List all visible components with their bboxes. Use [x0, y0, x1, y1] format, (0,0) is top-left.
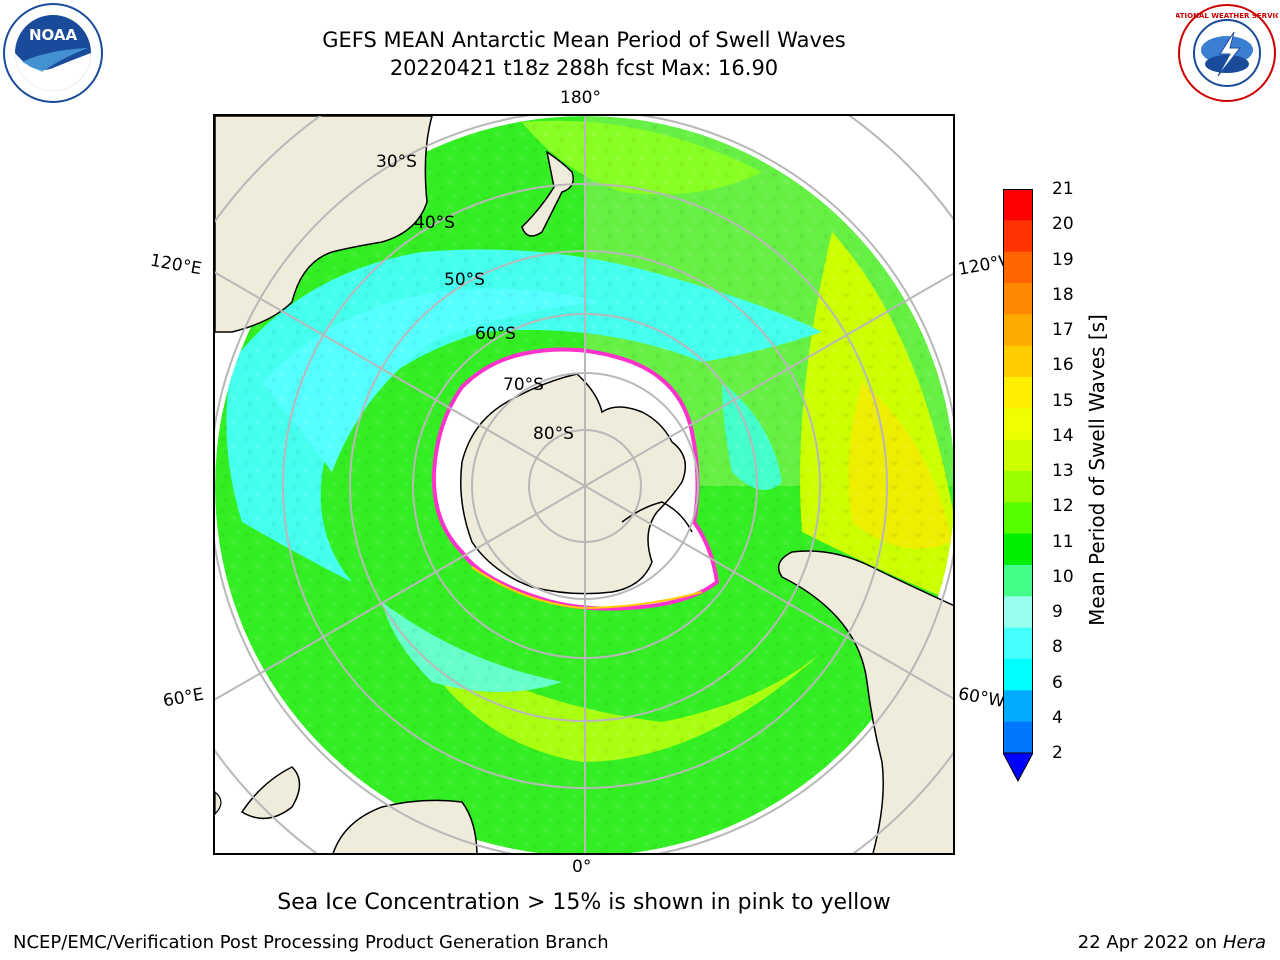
madagascar-landmass: [240, 766, 301, 820]
lon-label-180: 180°: [560, 88, 601, 108]
colorbar-segment: [1003, 345, 1033, 378]
colorbar-segment: [1003, 377, 1033, 409]
colorbar-tick-label: 18: [1052, 284, 1074, 305]
colorbar-segment: [1003, 565, 1033, 597]
antarctica-landmass: [460, 373, 687, 595]
colorbar-segment: [1003, 471, 1033, 503]
lon-label-60w: 60°W: [956, 684, 1007, 712]
colorbar-tick-label: 21: [1052, 179, 1074, 199]
noaa-logo: NOAA: [3, 3, 103, 103]
colorbar-tick-label: 10: [1052, 566, 1074, 587]
colorbar-tick-label: 11: [1052, 531, 1074, 552]
colorbar-tick-label: 14: [1052, 425, 1074, 446]
colorbar-tick-label: 19: [1052, 249, 1074, 270]
colorbar-segment: [1003, 596, 1033, 629]
lat-label-40s: 40°S: [414, 213, 455, 233]
footer-credit: NCEP/EMC/Verification Post Processing Pr…: [13, 932, 609, 953]
map-panel: [213, 114, 955, 855]
colorbar-tick-label: 17: [1052, 320, 1074, 340]
colorbar-segment: [1003, 189, 1033, 221]
colorbar-label: Mean Period of Swell Waves [s]: [1085, 314, 1109, 626]
footer-date: 22 Apr 2022 on Hera: [1078, 932, 1266, 953]
colorbar-segment: [1003, 533, 1033, 566]
colorbar-segment: [1003, 314, 1033, 347]
colorbar-segment: [1003, 627, 1033, 660]
colorbar: [1003, 189, 1033, 783]
lon-label-120e: 120°E: [148, 250, 204, 280]
colorbar-tick-label: 2: [1052, 743, 1063, 763]
meridian-lines: [215, 116, 953, 853]
colorbar-tick-label: 9: [1052, 602, 1063, 622]
colorbar-tick-label: 13: [1052, 461, 1074, 481]
lat-label-30s: 30°S: [376, 152, 417, 172]
map-subtitle: 20220421 t18z 288h fcst Max: 16.90: [389, 56, 779, 80]
lat-label-70s: 70°S: [503, 375, 544, 395]
lat-label-80s: 80°S: [533, 424, 574, 444]
colorbar-segment: [1003, 502, 1033, 535]
footer-host: Hera: [1222, 932, 1266, 953]
colorbar-tick-label: 4: [1052, 707, 1063, 728]
colorbar-tick-label: 16: [1052, 355, 1074, 376]
lat-label-50s: 50°S: [444, 270, 485, 290]
new-zealand-landmass: [521, 150, 574, 237]
sea-ice-caption: Sea Ice Concentration > 15% is shown in …: [277, 890, 891, 915]
australia-landmass: [215, 116, 433, 333]
colorbar-segment: [1003, 659, 1033, 691]
nws-logo: NATIONAL WEATHER SERVICE: [1176, 4, 1278, 102]
south-america-landmass: [777, 550, 953, 853]
colorbar-tick-label: 15: [1052, 390, 1074, 411]
colorbar-segment: [1003, 690, 1033, 723]
lat-label-60s: 60°S: [475, 324, 516, 344]
colorbar-segment: [1003, 220, 1033, 253]
lon-label-0: 0°: [572, 857, 592, 877]
lon-label-60e: 60°E: [161, 684, 206, 712]
polar-map: [215, 116, 953, 853]
colorbar-tick-label: 20: [1052, 214, 1074, 235]
footer-date-text: 22 Apr 2022 on: [1077, 932, 1223, 953]
colorbar-segment: [1003, 251, 1033, 284]
colorbar-tick-label: 8: [1052, 637, 1063, 658]
colorbar-tick-label: 6: [1052, 672, 1063, 693]
colorbar-segment: [1003, 439, 1033, 472]
noaa-logo-text: NOAA: [29, 26, 78, 44]
map-title: GEFS MEAN Antarctic Mean Period of Swell…: [322, 28, 846, 52]
colorbar-segment: [1003, 721, 1033, 754]
africa-landmass: [332, 799, 478, 853]
colorbar-segment: [1003, 283, 1033, 315]
colorbar-tick-label: 12: [1052, 496, 1074, 517]
colorbar-segment: [1003, 408, 1033, 441]
nws-logo-text: NATIONAL WEATHER SERVICE: [1176, 12, 1278, 20]
